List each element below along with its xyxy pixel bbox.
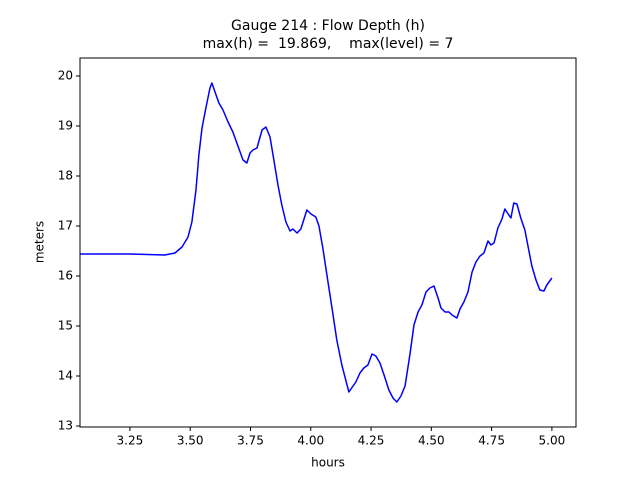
x-axis-label: hours [311,456,345,470]
y-tick-label: 14 [58,369,73,383]
x-tick-label: 4.00 [297,434,324,448]
y-tick-label: 13 [58,419,73,433]
y-tick-label: 16 [58,269,73,283]
x-tick-label: 3.75 [237,434,264,448]
y-tick-label: 20 [58,69,73,83]
x-tick-label: 4.25 [358,434,385,448]
x-tick-label: 3.50 [177,434,204,448]
axes-frame [79,57,577,428]
x-tick-label: 3.25 [117,434,144,448]
y-tick-label: 15 [58,319,73,333]
x-tick-label: 4.75 [478,434,505,448]
chart-subtitle: max(h) = 19.869, max(level) = 7 [203,36,454,52]
x-tick-label: 4.50 [418,434,445,448]
x-tick-label: 5.00 [539,434,566,448]
data-line [80,82,553,403]
y-tick-label: 19 [58,119,73,133]
y-tick-label: 18 [58,169,73,183]
chart-title: Gauge 214 : Flow Depth (h) [231,18,425,34]
y-tick-label: 17 [58,219,73,233]
y-axis-label: meters [33,221,47,263]
